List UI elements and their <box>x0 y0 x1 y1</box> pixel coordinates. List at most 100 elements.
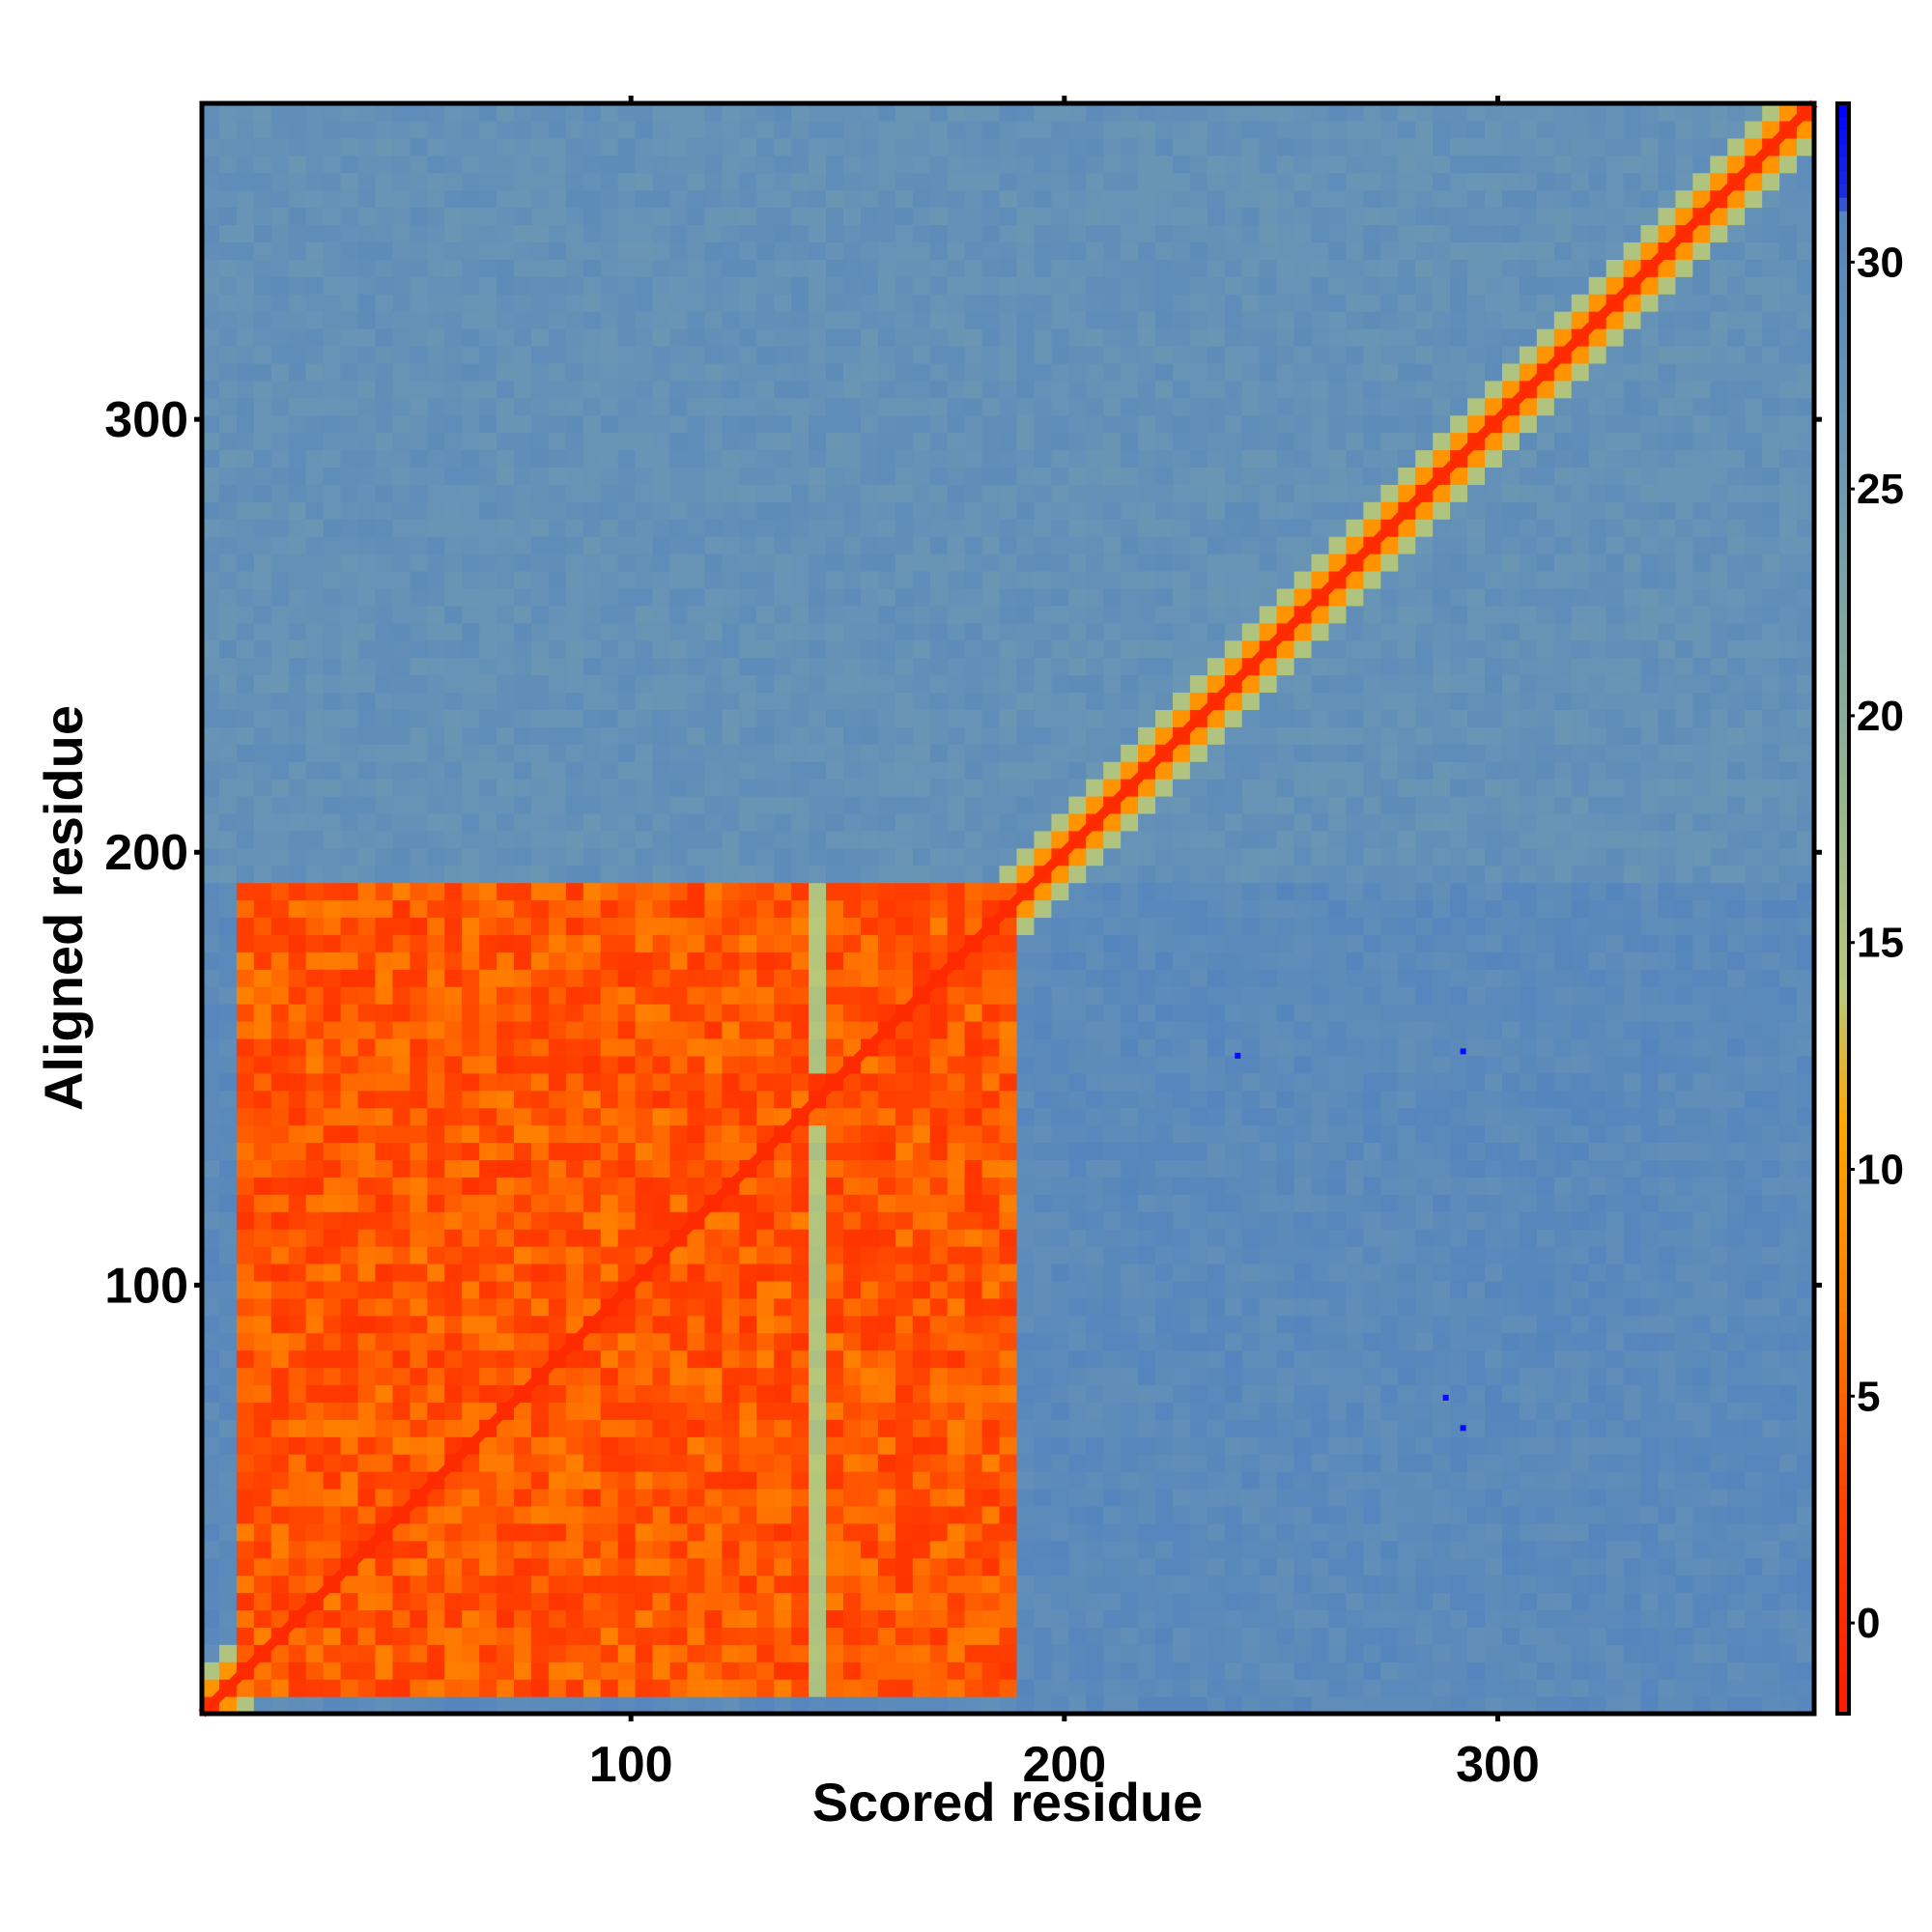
heatmap-cell <box>1016 1505 1036 1524</box>
heatmap-cell <box>1086 952 1104 970</box>
heatmap-cell <box>410 622 428 641</box>
heatmap-cell <box>1016 570 1036 589</box>
heatmap-cell <box>323 259 342 277</box>
heatmap-cell <box>410 587 428 607</box>
heatmap-cell <box>912 294 931 312</box>
heatmap-cell <box>791 501 810 520</box>
heatmap-cell <box>1103 1419 1122 1437</box>
heatmap-cell <box>912 432 931 451</box>
heatmap-cell <box>323 1280 342 1299</box>
heatmap-cell <box>340 276 359 295</box>
heatmap-cell <box>929 1627 949 1645</box>
heatmap-cell <box>288 1315 307 1334</box>
heatmap-cell <box>462 657 480 676</box>
heatmap-cell <box>340 554 359 572</box>
heatmap-cell <box>929 137 949 156</box>
heatmap-cell <box>687 189 706 209</box>
heatmap-cell <box>340 1315 359 1334</box>
heatmap-cell <box>635 1194 654 1212</box>
heatmap-cell <box>652 172 671 191</box>
heatmap-cell <box>964 1350 983 1369</box>
heatmap-cell <box>1103 1627 1122 1645</box>
heatmap-cell <box>669 761 689 780</box>
heatmap-cell <box>999 934 1018 952</box>
heatmap-cell <box>202 345 220 364</box>
heatmap-cell <box>912 397 931 416</box>
heatmap-cell <box>1016 224 1036 242</box>
heatmap-cell <box>1034 657 1052 676</box>
heatmap-cell <box>270 380 290 399</box>
heatmap-cell <box>410 1037 428 1057</box>
heatmap-cell <box>270 570 290 589</box>
heatmap-cell <box>392 397 411 416</box>
heatmap-cell <box>739 328 757 347</box>
heatmap-cell <box>427 570 445 589</box>
heatmap-cell <box>895 830 914 849</box>
heatmap-cell <box>877 1315 896 1334</box>
heatmap-cell <box>981 744 1001 762</box>
heatmap-cell <box>548 1124 567 1144</box>
heatmap-cell <box>774 224 792 242</box>
heatmap-cell <box>791 1263 810 1282</box>
heatmap-cell <box>912 639 931 659</box>
heatmap-cell <box>340 1592 359 1611</box>
heatmap-cell <box>305 155 325 174</box>
heatmap-cell <box>548 969 567 987</box>
heatmap-cell <box>236 622 255 641</box>
heatmap-cell <box>600 1004 619 1022</box>
heatmap-cell <box>305 380 325 399</box>
heatmap-cell <box>739 761 757 780</box>
heatmap-cell <box>305 692 325 710</box>
heatmap-cell <box>722 103 740 122</box>
heatmap-cell <box>895 362 914 382</box>
heatmap-cell <box>999 1471 1018 1490</box>
heatmap-cell <box>427 554 445 572</box>
heatmap-cell <box>514 1488 532 1507</box>
heatmap-cell <box>323 294 342 312</box>
heatmap-cell <box>687 847 706 867</box>
heatmap-cell <box>912 952 931 970</box>
heatmap-cell <box>722 1557 740 1577</box>
heatmap-cell <box>652 865 671 884</box>
heatmap-cell <box>323 1454 342 1472</box>
heatmap-cell <box>530 294 550 312</box>
heatmap-cell <box>444 1177 463 1195</box>
heatmap-cell <box>253 744 272 762</box>
heatmap-cell <box>652 639 671 659</box>
heatmap-cell <box>253 519 272 537</box>
heatmap-cell <box>635 795 654 814</box>
heatmap-cell <box>860 1072 879 1092</box>
heatmap-cell <box>964 432 983 451</box>
heatmap-cell <box>791 1211 810 1230</box>
heatmap-cell <box>427 761 445 780</box>
heatmap-cell <box>929 242 949 260</box>
heatmap-cell <box>1121 1505 1139 1524</box>
heatmap-cell <box>582 709 602 727</box>
heatmap-cell <box>218 362 238 382</box>
heatmap-cell <box>704 120 723 139</box>
heatmap-cell <box>270 1263 290 1282</box>
heatmap-cell <box>1034 536 1052 554</box>
heatmap-cell <box>548 362 567 382</box>
heatmap-cell <box>270 1332 290 1351</box>
heatmap-cell <box>253 1194 272 1212</box>
heatmap-cell <box>305 865 325 884</box>
heatmap-cell <box>479 1557 497 1577</box>
heatmap-cell <box>288 1557 307 1577</box>
heatmap-cell <box>1034 1037 1052 1057</box>
heatmap-cell <box>722 207 740 226</box>
heatmap-cell <box>1103 1557 1122 1577</box>
heatmap-cell <box>947 865 966 884</box>
heatmap-cell <box>826 172 844 191</box>
heatmap-cell <box>1103 1124 1122 1144</box>
heatmap-cell <box>514 137 532 156</box>
heatmap-cell <box>410 414 428 434</box>
heatmap-cell <box>270 1505 290 1524</box>
heatmap-cell <box>704 1384 723 1403</box>
heatmap-cell <box>860 882 879 901</box>
heatmap-cell <box>635 1037 654 1057</box>
heatmap-cell <box>392 882 411 901</box>
heatmap-cell <box>877 1211 896 1230</box>
heatmap-cell <box>912 449 931 469</box>
heatmap-cell <box>340 1177 359 1195</box>
